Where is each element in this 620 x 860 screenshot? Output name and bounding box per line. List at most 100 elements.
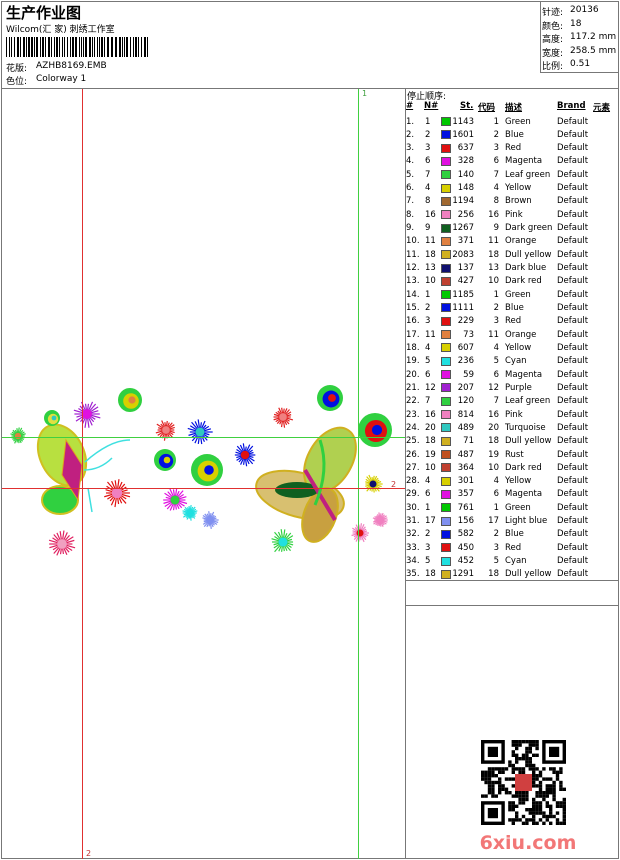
qr-module xyxy=(549,784,553,788)
qr-module xyxy=(504,767,509,771)
barcode-bar xyxy=(56,37,58,57)
description: Dark red xyxy=(505,276,542,287)
color-swatch xyxy=(441,569,451,579)
code: 6 xyxy=(493,369,499,380)
brand: Default xyxy=(557,276,589,287)
qr-module xyxy=(532,777,536,781)
barcode-bar xyxy=(141,37,142,57)
code: 1 xyxy=(493,116,499,127)
qr-module xyxy=(559,804,563,808)
qr-module xyxy=(528,808,532,812)
barcode-bar xyxy=(104,37,105,57)
description: Blue xyxy=(505,302,524,313)
qr-module xyxy=(532,801,536,805)
qr-module xyxy=(494,774,498,778)
stitch-count: 371 xyxy=(457,236,474,247)
decoration xyxy=(61,438,83,502)
needle: 5 xyxy=(425,556,431,567)
needle: 4 xyxy=(425,183,431,194)
needle: 6 xyxy=(425,489,431,500)
info-label: 宽度: xyxy=(542,48,564,59)
qr-module xyxy=(515,791,519,795)
qr-module xyxy=(538,808,543,812)
description: Blue xyxy=(505,529,524,540)
color-swatch xyxy=(441,130,451,140)
qr-module xyxy=(525,821,529,825)
qr-module xyxy=(528,740,532,744)
color-swatch xyxy=(441,143,451,153)
qr-module xyxy=(562,804,566,808)
qr-module xyxy=(562,797,566,802)
qr-module xyxy=(538,804,543,808)
qr-module xyxy=(484,770,488,774)
stitch-count: 1143 xyxy=(452,116,474,127)
qr-module xyxy=(525,818,529,822)
stitch-count: 1267 xyxy=(452,223,474,234)
barcode-bar xyxy=(31,37,33,57)
needle: 1 xyxy=(425,502,431,513)
row-number: 25. xyxy=(406,436,420,447)
barcode-bar xyxy=(51,37,52,57)
qr-module xyxy=(532,774,536,778)
qr-module xyxy=(518,740,522,744)
qr-module xyxy=(555,821,560,825)
row-number: 19. xyxy=(406,356,420,367)
decoration xyxy=(328,394,336,402)
qr-module xyxy=(542,777,546,781)
row-number: 17. xyxy=(406,329,420,340)
code: 18 xyxy=(488,569,499,580)
code: 2 xyxy=(493,529,499,540)
barcode-bar xyxy=(135,37,137,57)
barcode-bar xyxy=(75,37,77,57)
description: Green xyxy=(505,502,531,513)
qr-module xyxy=(511,750,515,754)
qr-module xyxy=(494,780,498,785)
brand: Default xyxy=(557,249,589,260)
barcode-bar xyxy=(14,37,15,57)
brand: Default xyxy=(557,209,589,220)
qr-module xyxy=(515,794,519,798)
needle: 1 xyxy=(425,289,431,300)
qr-module xyxy=(511,740,515,744)
row-number: 22. xyxy=(406,396,420,407)
description: Pink xyxy=(505,409,523,420)
info-value: 258.5 mm xyxy=(570,45,617,56)
barcode-bar xyxy=(54,37,55,57)
qr-module xyxy=(504,791,509,795)
row-number: 4. xyxy=(406,156,415,167)
qr-module xyxy=(532,821,536,825)
code: 12 xyxy=(488,382,499,393)
qr-module xyxy=(532,814,536,819)
qr-module xyxy=(525,750,529,754)
qr-module xyxy=(535,743,539,747)
qr-module xyxy=(552,794,556,798)
qr-module xyxy=(515,814,519,819)
qr-module xyxy=(552,787,556,791)
stitch-count: 814 xyxy=(457,409,474,420)
stitch-count: 1111 xyxy=(452,302,474,313)
qr-module xyxy=(538,818,543,822)
qr-module xyxy=(508,791,512,795)
qr-module xyxy=(562,818,566,822)
decoration xyxy=(36,423,88,487)
qr-module xyxy=(511,770,515,774)
needle: 16 xyxy=(425,209,436,220)
stitch-count: 73 xyxy=(463,329,474,340)
qr-module xyxy=(491,767,495,771)
qr-module xyxy=(521,757,526,761)
qr-module xyxy=(518,743,522,747)
qr-module xyxy=(525,746,529,751)
brand: Default xyxy=(557,169,589,180)
qr-module xyxy=(498,791,502,795)
needle: 7 xyxy=(425,396,431,407)
qr-module xyxy=(549,821,553,825)
stitch-count: 137 xyxy=(457,263,474,274)
qr-module xyxy=(538,784,543,788)
qr-module xyxy=(487,791,492,795)
qr-module xyxy=(518,791,522,795)
qr-module xyxy=(545,814,549,819)
decoration xyxy=(162,426,170,434)
qr-module xyxy=(501,767,505,771)
brand: Default xyxy=(557,302,589,313)
